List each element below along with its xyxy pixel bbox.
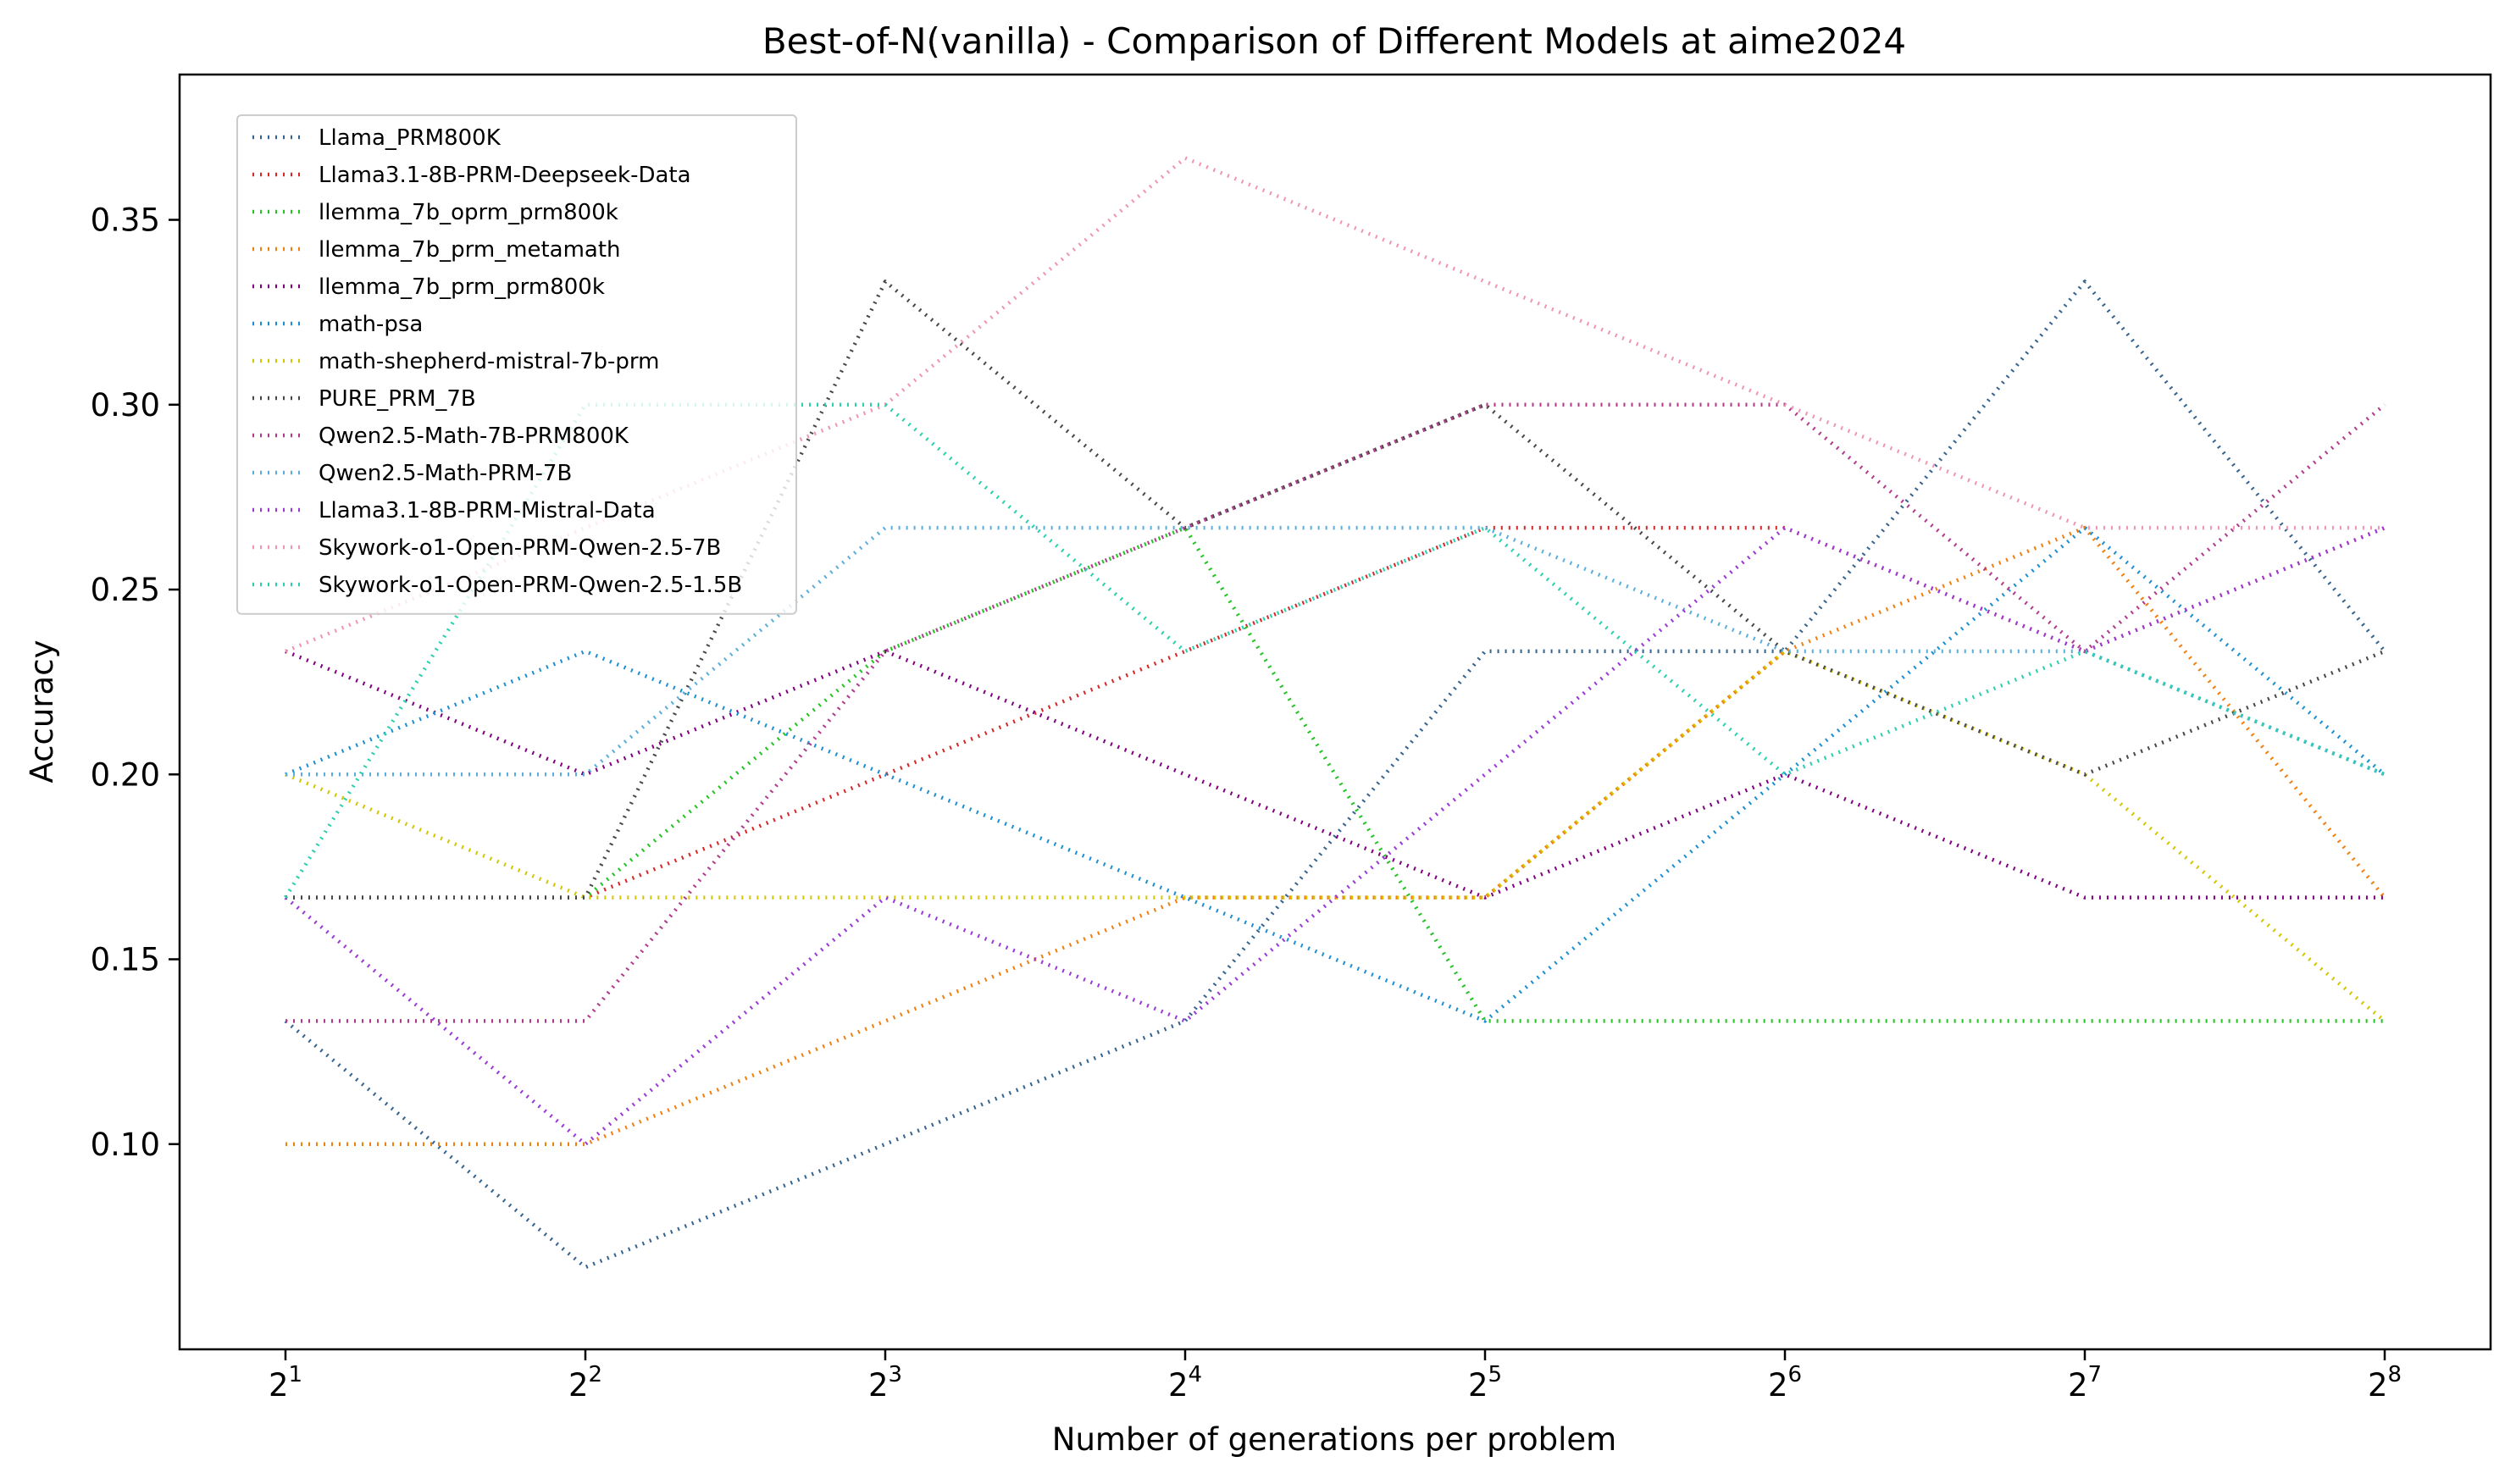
- series-line-4: [285, 649, 2385, 900]
- y-tick-label-0: 0.10: [91, 1127, 160, 1163]
- x-axis-label: Number of generations per problem: [1052, 1421, 1616, 1458]
- y-tick-label-1: 0.15: [91, 942, 160, 978]
- series-line-3: [285, 525, 2386, 1147]
- x-tick-label-2: 23: [868, 1362, 902, 1404]
- chart-title: Best-of-N(vanilla) - Comparison of Diffe…: [762, 20, 1906, 62]
- series-line-0: [284, 280, 2386, 1270]
- legend-label-0: Llama_PRM800K: [319, 125, 502, 151]
- legend-label-12: Skywork-o1-Open-PRM-Qwen-2.5-1.5B: [319, 573, 742, 598]
- legend-label-6: math-shepherd-mistral-7b-prm: [319, 349, 659, 374]
- series-line-12: [284, 402, 2386, 899]
- x-tick-label-5: 26: [1768, 1362, 1802, 1404]
- x-tick-label-1: 22: [568, 1362, 602, 1404]
- y-axis: 0.10 0.15 0.20 0.25 0.30 0.35: [91, 202, 180, 1163]
- x-tick-label-7: 28: [2368, 1362, 2402, 1404]
- x-axis: 21 22 23 24 25 26 27 28: [269, 1349, 2402, 1404]
- legend-label-1: Llama3.1-8B-PRM-Deepseek-Data: [319, 163, 691, 188]
- x-tick-label-4: 25: [1468, 1362, 1502, 1404]
- legend-label-4: llemma_7b_prm_prm800k: [319, 274, 605, 300]
- y-tick-label-2: 0.20: [91, 756, 160, 793]
- series-line-6: [285, 649, 2386, 1023]
- x-tick-label-6: 27: [2068, 1362, 2102, 1404]
- plot-frame: [178, 73, 2492, 1351]
- y-tick-label-4: 0.30: [91, 387, 160, 424]
- legend-label-11: Skywork-o1-Open-PRM-Qwen-2.5-7B: [319, 535, 721, 561]
- legend-label-8: Qwen2.5-Math-7B-PRM800K: [319, 424, 629, 449]
- legend-label-3: llemma_7b_prm_metamath: [319, 237, 621, 263]
- legend-box: [236, 114, 797, 615]
- legend-label-10: Llama3.1-8B-PRM-Mistral-Data: [319, 498, 656, 523]
- y-axis-label: Accuracy: [24, 640, 60, 784]
- legend-label-2: llemma_7b_oprm_prm800k: [319, 200, 618, 225]
- legend: Llama_PRM800K Llama3.1-8B-PRM-Deepseek-Da…: [236, 114, 797, 615]
- x-tick-label-3: 24: [1168, 1362, 1202, 1404]
- legend-label-9: Qwen2.5-Math-PRM-7B: [319, 461, 572, 486]
- legend-label-7: PURE_PRM_7B: [319, 386, 476, 412]
- y-tick-label-5: 0.35: [91, 202, 160, 239]
- series-layer: [284, 156, 2386, 1270]
- y-tick-label-3: 0.25: [91, 572, 160, 608]
- legend-label-5: math-psa: [319, 312, 423, 337]
- x-tick-label-0: 21: [269, 1362, 302, 1404]
